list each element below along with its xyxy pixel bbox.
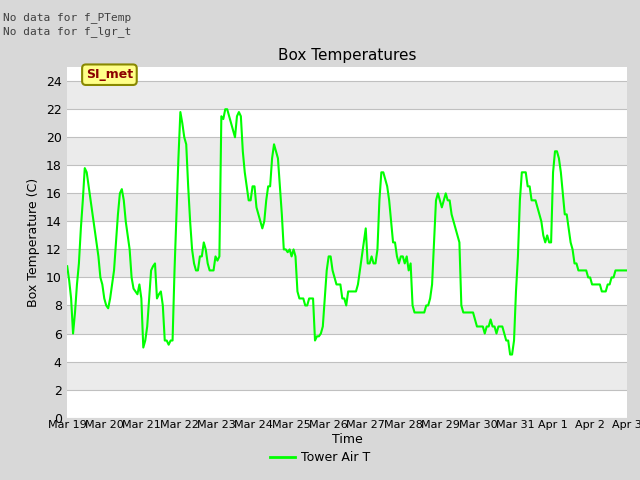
Bar — [67, 137, 627, 165]
Bar — [67, 277, 627, 305]
Bar — [67, 165, 627, 193]
Legend: Tower Air T: Tower Air T — [265, 446, 375, 469]
Bar — [67, 250, 627, 277]
Title: Box Temperatures: Box Temperatures — [278, 48, 417, 63]
Bar — [67, 334, 627, 361]
Bar — [67, 390, 627, 418]
Text: No data for f_lgr_t: No data for f_lgr_t — [3, 26, 131, 37]
Bar — [67, 109, 627, 137]
Bar — [67, 81, 627, 109]
Text: No data for f_PTemp: No data for f_PTemp — [3, 12, 131, 23]
X-axis label: Time: Time — [332, 433, 363, 446]
Text: SI_met: SI_met — [86, 68, 133, 81]
Bar — [67, 361, 627, 390]
Bar — [67, 193, 627, 221]
Bar — [67, 305, 627, 334]
Y-axis label: Box Temperature (C): Box Temperature (C) — [28, 178, 40, 307]
Bar — [67, 221, 627, 250]
